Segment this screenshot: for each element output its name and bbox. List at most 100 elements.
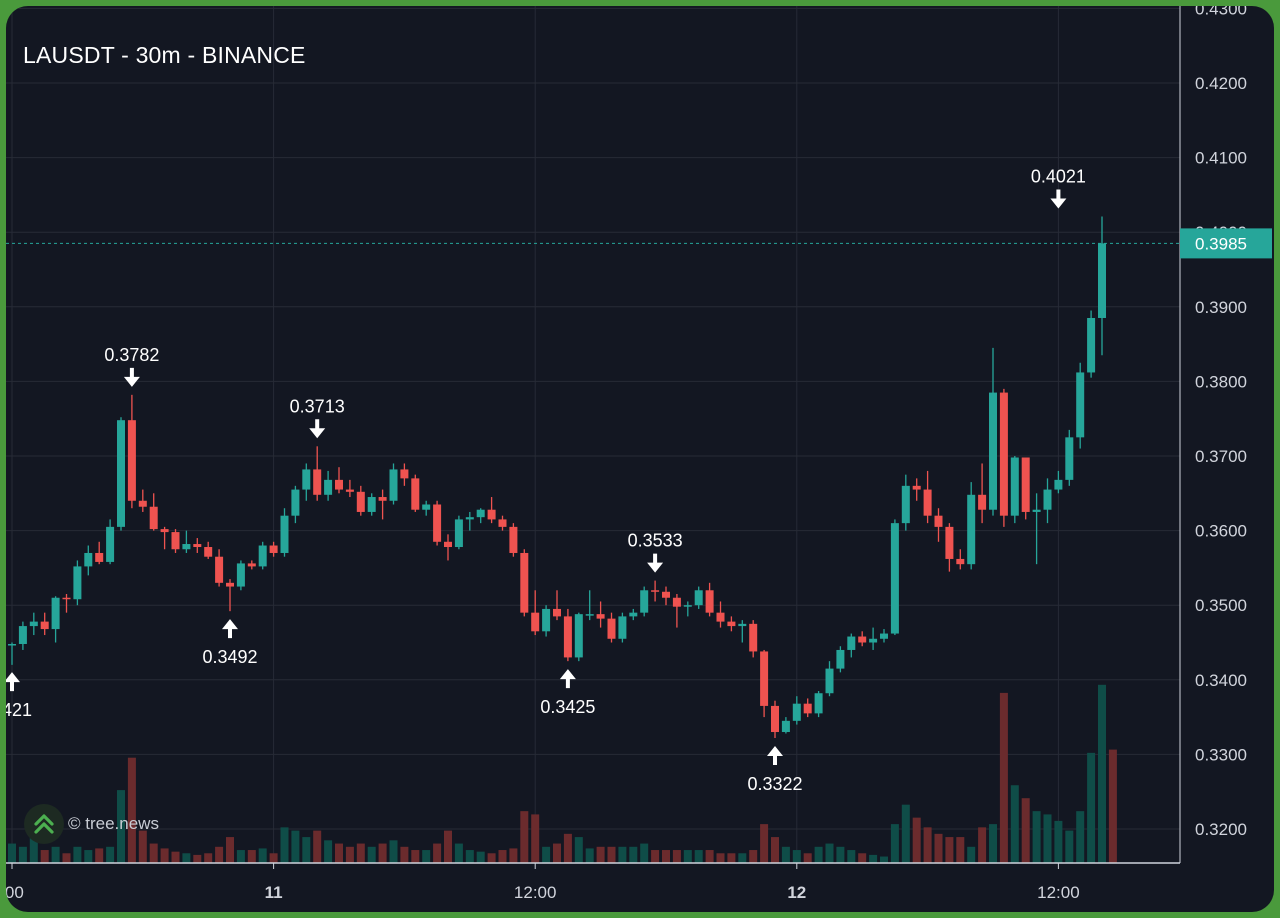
candle-body [825, 668, 834, 694]
volume-bar [716, 853, 725, 863]
volume-bar [651, 850, 660, 863]
volume-bar [825, 843, 834, 863]
volume-bar [356, 843, 365, 863]
volume-bar [662, 850, 670, 863]
volume-bar [901, 804, 910, 863]
volume-bar [171, 851, 180, 863]
volume-bar [520, 811, 529, 863]
candle-body [378, 497, 387, 501]
volume-bar [1065, 830, 1074, 863]
candle-body [901, 485, 910, 524]
volume-bar [683, 850, 692, 863]
volume-bar [400, 846, 409, 863]
candle-body [999, 392, 1008, 516]
volume-bar [1108, 749, 1117, 863]
candle-body [411, 478, 420, 510]
candle-body [236, 563, 245, 587]
volume-bar [378, 843, 387, 863]
candle-body [367, 497, 376, 512]
volume-bar [967, 846, 976, 863]
volume-bar [62, 853, 71, 863]
candlestick-chart[interactable]: 3421 0.3782 0.3492 0.3713 0.3425 0.3533 0.3322… [6, 6, 1274, 912]
candle-body [193, 544, 202, 548]
volume-bar [760, 824, 769, 863]
candle-body [705, 590, 714, 613]
candle-body [138, 500, 147, 507]
volume-bar [1076, 811, 1085, 863]
candle-body [563, 616, 572, 658]
candle-body [498, 519, 507, 527]
candle-body [356, 491, 365, 512]
volume-bar [476, 851, 485, 863]
volume-bar [618, 846, 627, 863]
volume-bar [454, 843, 463, 863]
candle-body [672, 597, 681, 607]
x-tick-label: 12:00 [514, 883, 557, 902]
volume-bar [640, 843, 649, 863]
candle-body [716, 612, 725, 622]
volume-bar [934, 833, 943, 863]
candle-body [106, 526, 115, 562]
low-marker: 3421 [6, 672, 32, 720]
volume-bar [531, 814, 540, 863]
volume-bar [869, 854, 878, 863]
candle-body [422, 504, 431, 510]
volume-bar [84, 850, 93, 863]
volume-bar [117, 790, 125, 863]
volume-bar [923, 827, 932, 863]
volume-bar [226, 837, 234, 863]
candle-body [127, 420, 136, 501]
candle-body [760, 651, 769, 706]
volume-bar [749, 850, 758, 863]
volume-bar [814, 846, 823, 863]
arrow-down-icon [123, 367, 140, 387]
arrow-up-icon [767, 745, 783, 765]
candle-body [934, 515, 943, 527]
candle-body [738, 623, 747, 627]
last-price-label: 0.3985 [1195, 234, 1247, 253]
candle-body [890, 523, 899, 634]
candle-body [585, 614, 594, 616]
candle-body [487, 509, 496, 520]
candle-body [880, 633, 888, 639]
candle-body [204, 547, 213, 557]
candle-body [869, 638, 878, 643]
volume-bar [542, 846, 551, 863]
candle-body [1010, 457, 1019, 516]
volume-bar [1021, 798, 1030, 863]
volume-bar [18, 846, 27, 863]
volume-bar [291, 830, 300, 863]
candle-body [978, 494, 987, 510]
candle-body [1098, 243, 1106, 318]
candle-body [694, 590, 703, 606]
volume-bar [563, 833, 572, 863]
volume-bar [705, 850, 714, 863]
candle-body [465, 517, 474, 520]
volume-bar [672, 850, 681, 863]
volume-bar [160, 848, 169, 863]
high-label: 0.3713 [290, 396, 345, 416]
volume-bar [978, 827, 987, 863]
volume-bar [890, 824, 899, 863]
candle-body [345, 489, 354, 492]
low-label: 3421 [6, 700, 32, 720]
low-label: 0.3425 [540, 697, 595, 717]
candle-body [335, 479, 343, 490]
candle-body [771, 705, 779, 733]
high-marker: 0.3713 [290, 396, 345, 439]
candle-body [596, 614, 605, 619]
y-tick-label: 0.4200 [1195, 74, 1247, 93]
candle-body [291, 489, 300, 516]
volume-bar [8, 843, 16, 863]
candle-body [444, 541, 452, 548]
volume-bar [487, 853, 496, 863]
volume-bar [956, 837, 965, 863]
candle-body [542, 608, 551, 632]
volume-bar [1054, 820, 1063, 863]
volume-bar [1043, 814, 1052, 863]
candle-body [258, 545, 267, 567]
candle-body [280, 515, 289, 553]
candle-body [476, 509, 485, 518]
candle-body [814, 693, 823, 714]
arrow-down-icon [309, 419, 326, 439]
